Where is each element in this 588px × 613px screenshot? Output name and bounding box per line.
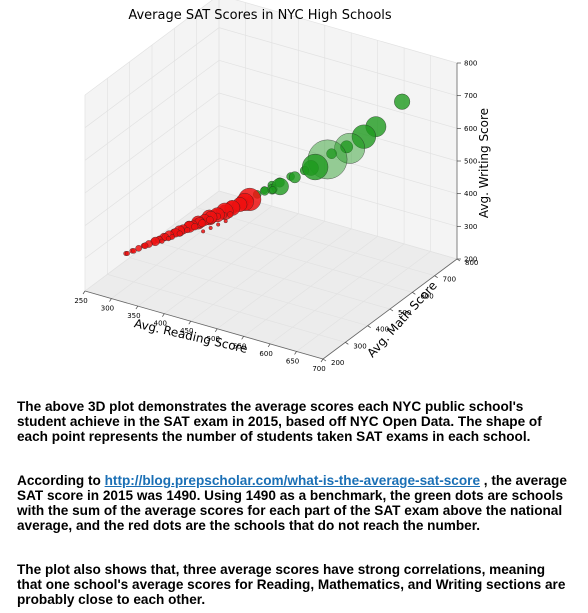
grid-line-z [84,27,458,128]
description-paragraph-2: According to http://blog.prepscholar.com… [17,473,573,533]
source-link[interactable]: http://blog.prepscholar.com/what-is-the-… [104,473,481,488]
description-paragraph-3: The plot also shows that, three average … [17,562,566,607]
x-tick-label: 250 [74,297,87,305]
x-tick [267,343,271,348]
data-point-above-average [334,132,366,164]
axis-panes [85,0,457,359]
data-point-above-average [340,140,354,154]
data-point-below-average [124,250,130,256]
y-tick [389,308,394,312]
x-tick-label: 450 [180,327,193,335]
data-point-below-average [159,238,165,244]
data-point-below-average [201,229,206,234]
data-point-below-average [184,227,191,234]
grid-line-z [84,92,458,194]
z-tick-label: 200 [464,256,477,264]
x-tick-label: 400 [154,320,167,328]
x-tick [162,313,165,317]
y-tick [434,275,438,278]
data-point-below-average [223,219,228,224]
data-point-above-average [326,148,337,159]
chart-canvas: 250 300 350 400 450 500 550 600 650 700 200 300 400 5… [74,0,491,374]
y-tick-label: 200 [331,359,344,367]
data-point-below-average [135,244,143,252]
grid-line-z [84,59,458,161]
data-point-below-average [216,222,221,227]
para2-prefix: According to [17,473,105,488]
axis-ticks: 250 300 350 400 450 500 550 600 650 700 200 300 400 5… [74,60,478,374]
z-tick-label: 300 [464,223,477,231]
y-tick-label: 600 [420,292,433,300]
data-point-below-average [141,242,149,250]
data-point-above-average [351,124,377,149]
data-point-below-average [208,225,213,231]
y-tick-label: 800 [465,259,478,267]
y-tick [412,292,416,295]
data-point-below-average [131,248,137,254]
y-tick [322,358,327,362]
x-tick [109,298,112,302]
x-tick-label: 650 [286,357,299,365]
y-tick-label: 300 [353,342,366,350]
x-tick [294,351,297,355]
data-point-below-average [165,236,171,242]
x-tick-label: 700 [312,365,325,373]
para2-suffix: , the average SAT score in 2015 was 1490… [17,473,567,533]
data-point-below-average [176,230,183,237]
z-tick-label: 400 [464,190,477,198]
y-tick-label: 400 [376,326,389,334]
data-point-above-average [288,171,301,184]
x-tick-label: 600 [259,350,272,358]
y-tick [367,325,371,328]
x-tick [320,358,324,363]
z-tick-label: 700 [464,92,477,100]
x-tick-label: 550 [233,342,246,350]
y-tick [345,342,349,345]
x-tick [135,305,139,310]
grid-line-z [84,0,458,96]
grid-line-z [84,157,458,259]
scatter-chart: 250 300 350 400 450 500 550 600 650 700 200 300 400 5… [74,0,491,374]
z-tick-label: 500 [464,158,477,166]
data-point-below-average [198,219,207,228]
grid-line-z [84,125,458,226]
data-point-below-average [205,216,214,224]
z-axis-label: Avg. Writing Score [477,108,491,218]
data-point-below-average [191,223,199,231]
x-tick-label: 500 [207,335,220,343]
chart-title: Average SAT Scores in NYC High Schools [128,8,392,23]
y-tick-label: 500 [398,309,411,317]
data-points [123,93,411,257]
z-tick-label: 600 [464,125,477,133]
x-tick [241,336,244,340]
data-point-below-average [226,211,234,218]
x-axis-line [84,290,324,360]
grid-line-z [84,190,458,292]
x-tick-label: 300 [101,305,114,313]
z-tick-label: 800 [464,60,477,68]
data-point-above-average [301,153,329,181]
data-point-above-average [394,93,411,110]
x-tick-label: 350 [127,312,140,320]
x-tick [82,290,86,295]
y-tick-label: 700 [443,276,456,284]
x-tick [188,321,192,325]
description-paragraph-1: The above 3D plot demonstrates the avera… [17,399,542,444]
data-point-above-average [268,186,277,194]
data-point-above-average [260,186,270,196]
x-tick [214,328,218,332]
